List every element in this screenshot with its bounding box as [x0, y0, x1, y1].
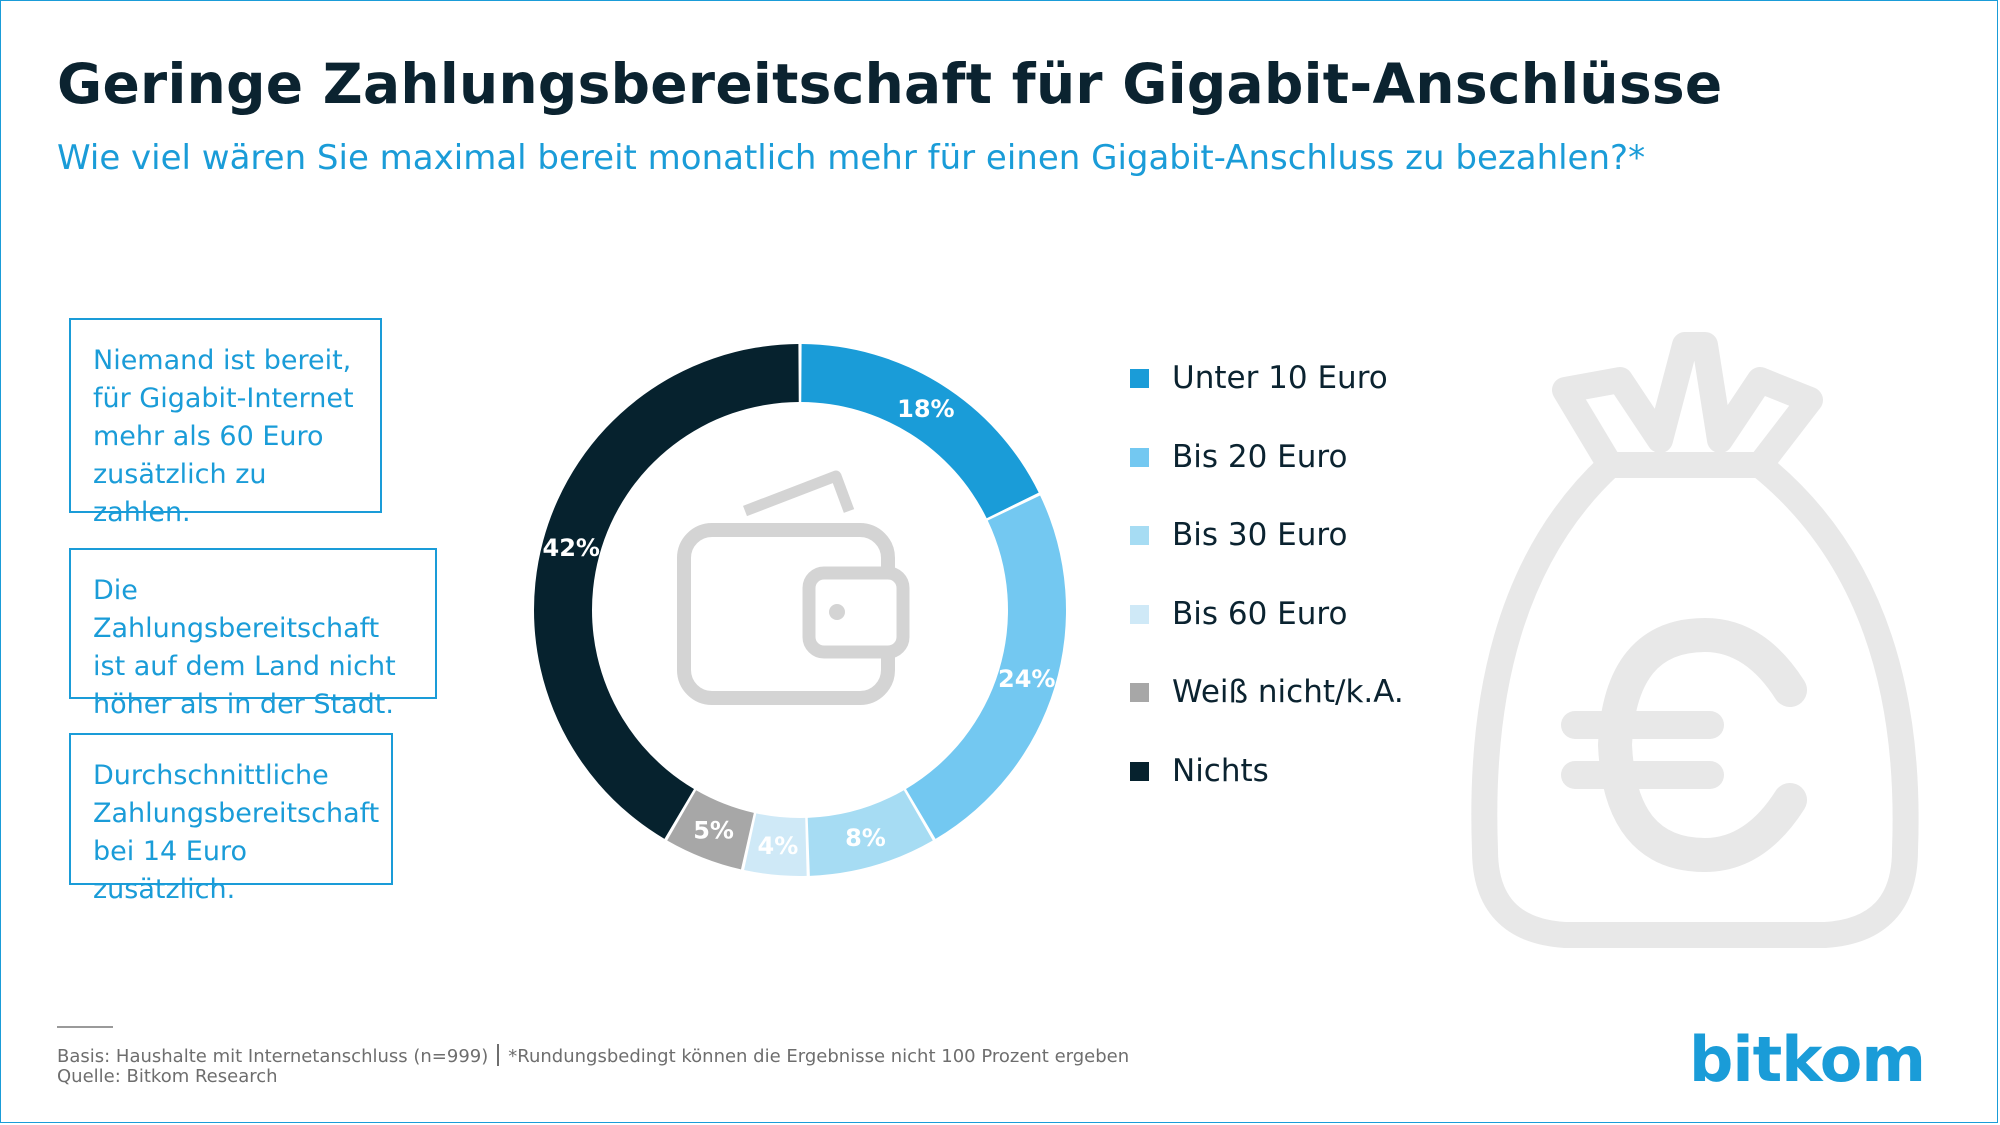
wallet-icon	[677, 470, 910, 705]
legend-swatch	[1130, 447, 1149, 467]
donut-chart: 18% 24% 8% 4% 5% 42%	[534, 344, 1066, 877]
legend-swatch	[1130, 526, 1149, 545]
callout-box: Niemand ist bereit, für Gigabit-Internet…	[69, 318, 382, 528]
slice-label: 18%	[897, 395, 954, 423]
callout-text: Durchschnittliche Zahlungsbereitschaft b…	[93, 760, 380, 905]
basis-text: Basis: Haushalte mit Internetanschluss (…	[57, 1046, 489, 1067]
footnote-separator	[497, 1044, 500, 1066]
chart-subtitle: Wie viel wären Sie maximal bereit monatl…	[57, 138, 1646, 178]
callout-text: Niemand ist bereit, für Gigabit-Internet…	[93, 345, 354, 528]
legend-swatch	[1130, 761, 1149, 781]
slice-label: 4%	[758, 832, 799, 860]
donut-slice	[534, 344, 799, 839]
legend-label: Bis 20 Euro	[1172, 438, 1348, 475]
donut-slice	[807, 790, 933, 876]
slice-label: 24%	[998, 665, 1055, 693]
legend-label: Bis 30 Euro	[1172, 517, 1348, 553]
slice-label: 42%	[543, 534, 600, 562]
money-bag-euro-icon	[1471, 332, 1919, 948]
footnote-basis: Basis: Haushalte mit Internetanschluss (…	[57, 1044, 1129, 1067]
legend-swatch	[1130, 369, 1149, 388]
footnote-source: Quelle: Bitkom Research	[57, 1066, 278, 1087]
rounding-note: *Rundungsbedingt können die Ergebnisse n…	[508, 1046, 1130, 1067]
footer-rule	[57, 1026, 113, 1028]
legend-label: Unter 10 Euro	[1172, 360, 1388, 396]
callout-text: Die Zahlungsbereitschaft ist auf dem Lan…	[93, 575, 396, 720]
callout-box: Durchschnittliche Zahlungsbereitschaft b…	[69, 733, 393, 905]
donut-slice	[906, 495, 1066, 839]
legend-label: Bis 60 Euro	[1172, 595, 1348, 632]
donut-slice	[667, 790, 754, 870]
callout-box: Die Zahlungsbereitschaft ist auf dem Lan…	[69, 548, 437, 720]
chart-title: Geringe Zahlungsbereitschaft für Gigabit…	[57, 52, 1723, 116]
slice-label: 8%	[845, 824, 886, 852]
legend-label: Nichts	[1172, 752, 1269, 789]
slice-label: 5%	[693, 817, 734, 845]
legend-label: Weiß nicht/k.A.	[1172, 674, 1404, 710]
legend-swatch	[1130, 683, 1149, 702]
legend-swatch	[1130, 604, 1149, 624]
donut-slice	[801, 344, 1039, 519]
bitkom-logo: bitkom	[1688, 1023, 1926, 1096]
donut-slice	[744, 813, 807, 877]
